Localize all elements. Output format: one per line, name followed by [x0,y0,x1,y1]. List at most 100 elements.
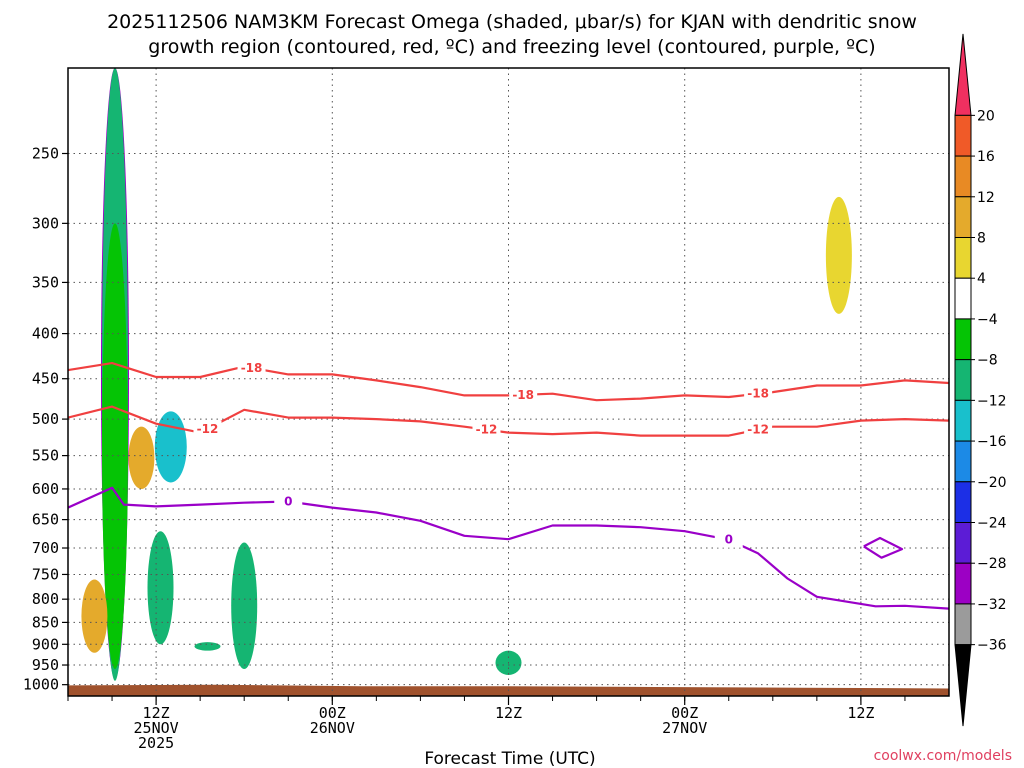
colorbar-cap-bottom [954,644,972,727]
x-tick-label: 25NOV [134,719,179,737]
contour-label-bg [237,359,266,376]
omega-region [671,248,698,283]
colorbar-box [954,318,972,361]
x-tick-label: 12Z [847,704,874,722]
colorbar-label: −28 [977,556,1007,572]
colorbar-label: 20 [977,108,995,124]
contours: -18 -18 -18 -12 -12 -12 0 0 [68,359,949,610]
colorbar-label: 12 [977,190,995,206]
y-tick-label: 250 [32,144,59,162]
colorbar-box [954,114,972,157]
colorbar-box [954,277,972,320]
omega-region [745,308,772,396]
contour-line [68,486,949,610]
x-tick-label: 12Z [495,704,522,722]
contour-label-bg [744,385,773,402]
colorbar-label: −16 [977,434,1007,450]
x-axis-label: Forecast Time (UTC) [424,749,595,768]
colorbar-box [954,155,972,198]
x-tick-label: 2025 [138,734,174,752]
y-tick-label: 650 [32,511,59,529]
y-tick-label: 400 [32,325,59,343]
y-tick-label: 1000 [23,676,59,694]
omega-region [154,411,187,483]
y-tick-label: 800 [32,590,59,608]
colorbar-label: 4 [977,271,986,287]
colorbar-box [954,440,972,483]
colorbar-box [954,359,972,401]
chart-title: 2025112506 NAM3KM Forecast Omega (shaded… [107,11,917,33]
colorbar-box [954,196,972,239]
omega-region [198,175,225,236]
contour-label: -12 [476,423,498,437]
omega-region [194,642,221,651]
plot-area: -18 -18 -18 -12 -12 -12 0 0 [67,67,950,697]
y-tick-label: 950 [32,656,59,674]
x-tick-label: 27NOV [662,719,707,737]
omega-region [231,542,258,670]
contour-label-bg [193,420,222,437]
contour-label: -12 [747,423,769,437]
x-tick-label: 00Z [671,704,698,722]
gridlines [68,68,949,696]
colorbar-label: −24 [977,516,1007,532]
omega-region [921,223,948,489]
colorbar-box [954,562,972,605]
colorbar-cap-top [954,33,972,116]
contour-label-bg [472,421,501,438]
y-tick-label: 850 [32,613,59,631]
contour-label: 0 [284,495,292,509]
contour-label: -18 [241,361,263,375]
omega-region [869,640,896,647]
y-tick-label: 500 [32,410,59,428]
y-tick-label: 300 [32,214,59,232]
colorbar-label: −12 [977,393,1007,409]
contour-label: -12 [197,422,219,436]
y-tick-label: 450 [32,370,59,388]
y-tick-label: 900 [32,635,59,653]
contour-label-bg [744,421,773,438]
x-tick-label: 26NOV [310,719,355,737]
contour-label: -18 [747,387,769,401]
colorbar-label: 16 [977,149,995,165]
y-tick-label: 750 [32,565,59,583]
chart-subtitle: growth region (contoured, red, ºC) and f… [148,36,875,58]
omega-region [101,223,128,670]
y-tick-label: 550 [32,447,59,465]
omega-region [128,68,155,224]
contour-label-bg [509,386,538,403]
omega-region [147,531,174,645]
colorbar-box [954,399,972,442]
x-tick-label: 00Z [319,704,346,722]
colorbar-label: −20 [977,475,1007,491]
y-axis: 250 300 350 400 450 500 550 600 650 700 750 800 850 9… [23,144,68,694]
colorbar-label: −8 [977,353,998,369]
colorbar-box [954,237,972,279]
colorbar-box [954,522,972,564]
credit-text: coolwx.com/models [874,748,1012,764]
omega-region [825,196,852,314]
colorbar-box [954,481,972,523]
contour-line [863,536,904,559]
y-tick-label: 600 [32,480,59,498]
contour-line [68,362,949,402]
y-tick-label: 700 [32,539,59,557]
omega-region [774,637,801,647]
colorbar-label: −4 [977,312,998,328]
omega-region [81,579,108,653]
contour-label: 0 [725,533,733,547]
colorbar-label: 8 [977,231,986,247]
x-tick-label: 12Z [143,704,170,722]
contour-label-bg [714,531,743,548]
omega-region [862,395,889,463]
omega-region [128,426,155,489]
colorbar-label: −36 [977,638,1007,654]
contour-label: -18 [512,388,534,402]
colorbar-label: −32 [977,597,1007,613]
colorbar: 20 16 12 8 4 −4 −8 −12 −16 −20 −24 −28 −32 −36 [954,33,1007,727]
colorbar-box [954,603,972,646]
contour-label-bg [274,493,303,510]
y-tick-label: 350 [32,273,59,291]
